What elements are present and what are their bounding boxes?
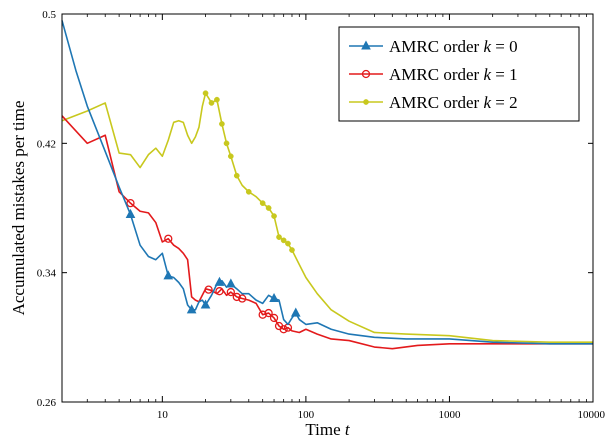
y-axis-label: Accumulated mistakes per time bbox=[9, 101, 28, 316]
series-2-marker-14 bbox=[289, 247, 294, 252]
series-2-marker-0 bbox=[203, 91, 208, 96]
x-axis-label: Time t bbox=[305, 420, 351, 439]
legend-label-2: AMRC order k = 2 bbox=[389, 93, 518, 112]
x-tick-label-2: 1000 bbox=[438, 409, 461, 421]
y-tick-label-1: 0.34 bbox=[37, 268, 57, 280]
series-2-marker-13 bbox=[285, 241, 290, 246]
series-2-marker-10 bbox=[271, 213, 276, 218]
y-tick-label-0: 0.26 bbox=[37, 397, 57, 409]
legend: AMRC order k = 0 AMRC order k = 1 AMRC ord… bbox=[339, 27, 579, 121]
y-tick-label-2: 0.42 bbox=[37, 138, 56, 150]
series-2-marker-3 bbox=[219, 121, 224, 126]
legend-label-1: AMRC order k = 1 bbox=[389, 65, 518, 84]
x-tick-label-0: 10 bbox=[157, 409, 169, 421]
x-tick-label-3: 10000 bbox=[578, 409, 606, 421]
series-2-marker-6 bbox=[234, 173, 239, 178]
series-2-marker-7 bbox=[246, 189, 251, 194]
series-2-marker-8 bbox=[260, 201, 265, 206]
legend-marker-2 bbox=[363, 99, 368, 104]
y-tick-label-3: 0.5 bbox=[42, 9, 56, 21]
series-2-marker-12 bbox=[281, 238, 286, 243]
series-2-marker-9 bbox=[266, 205, 271, 210]
series-2-marker-4 bbox=[224, 141, 229, 146]
series-2-marker-1 bbox=[209, 100, 214, 105]
series-2-marker-11 bbox=[276, 235, 281, 240]
legend-label-0: AMRC order k = 0 bbox=[389, 37, 518, 56]
series-2-marker-5 bbox=[228, 154, 233, 159]
series-2-marker-2 bbox=[214, 97, 219, 102]
